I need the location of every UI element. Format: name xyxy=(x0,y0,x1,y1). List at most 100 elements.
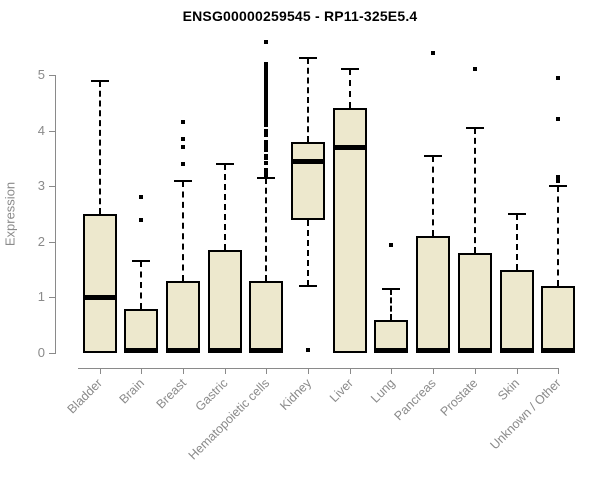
x-tick-label-kidney: Kidney xyxy=(276,376,314,413)
outlier-point xyxy=(264,173,269,178)
box xyxy=(82,214,117,353)
outlier-point xyxy=(264,75,269,80)
outlier-point xyxy=(556,117,561,122)
outlier-point xyxy=(264,133,269,138)
box xyxy=(416,236,451,353)
x-tick-label-skin: Skin xyxy=(495,376,523,404)
median-line xyxy=(207,347,242,353)
box xyxy=(541,286,576,353)
chart-title: ENSG00000259545 - RP11-325E5.4 xyxy=(182,8,418,24)
outlier-point xyxy=(180,161,185,166)
x-axis-tick xyxy=(391,368,393,374)
upper-whisker-cap xyxy=(549,185,568,188)
upper-whisker-cap xyxy=(299,57,317,60)
x-tick-label-gastric: Gastric xyxy=(192,376,231,414)
upper-whisker-line xyxy=(265,177,268,281)
outlier-point xyxy=(264,67,269,72)
x-axis-line xyxy=(78,368,560,369)
lower-whisker-cap xyxy=(299,285,317,288)
box xyxy=(165,280,200,353)
outlier-point xyxy=(264,114,269,119)
upper-whisker-line xyxy=(390,289,393,320)
y-tick-label: 1 xyxy=(37,289,45,305)
outlier-point xyxy=(264,103,269,108)
outlier-point xyxy=(264,39,269,44)
box xyxy=(291,141,325,220)
outlier-point xyxy=(556,75,561,80)
outlier-point xyxy=(264,73,269,77)
outlier-point xyxy=(264,100,269,105)
box xyxy=(124,308,159,353)
outlier-point xyxy=(472,67,477,72)
upper-whisker-cap xyxy=(215,162,234,165)
y-tick-label: 2 xyxy=(37,233,45,249)
x-tick-label-hematopoietic-cells: Hematopoietic cells xyxy=(185,376,273,463)
median-line xyxy=(291,158,325,164)
outlier-point xyxy=(264,170,269,175)
outlier-point xyxy=(264,139,269,144)
upper-whisker-line xyxy=(140,261,143,309)
outlier-point xyxy=(264,123,269,128)
upper-whisker-cap xyxy=(340,68,359,71)
outlier-point xyxy=(556,175,561,180)
y-axis-tick xyxy=(49,353,55,354)
outlier-point xyxy=(264,144,269,149)
y-axis-tick xyxy=(49,241,55,243)
upper-whisker-cap xyxy=(465,126,484,129)
median-line xyxy=(249,347,284,353)
y-axis-tick xyxy=(49,75,55,76)
outlier-point xyxy=(264,128,269,133)
lower-whisker-line xyxy=(307,219,309,287)
median-line xyxy=(457,347,492,353)
median-line xyxy=(124,347,159,353)
outlier-point xyxy=(264,87,269,92)
upper-whisker-line xyxy=(557,186,560,287)
outlier-point xyxy=(264,95,269,100)
outlier-point xyxy=(264,85,269,90)
box xyxy=(457,252,492,353)
outlier-point xyxy=(264,80,269,85)
median-line xyxy=(332,144,367,150)
outlier-point xyxy=(264,82,269,87)
x-axis-tick xyxy=(516,368,518,374)
upper-whisker-cap xyxy=(507,213,526,215)
y-axis-tick xyxy=(49,130,55,132)
outlier-point xyxy=(139,195,144,200)
outlier-point xyxy=(264,156,269,161)
outlier-point xyxy=(180,136,185,141)
x-tick-label-brain: Brain xyxy=(116,376,148,407)
box xyxy=(249,280,284,353)
outlier-point xyxy=(264,92,269,97)
y-tick-label: 4 xyxy=(37,122,45,138)
x-axis-tick xyxy=(349,368,351,374)
outlier-point xyxy=(264,78,269,82)
y-tick-label: 5 xyxy=(37,67,45,82)
outlier-point xyxy=(389,242,394,247)
outlier-point xyxy=(180,145,185,150)
outlier-point xyxy=(264,167,269,172)
outlier-point xyxy=(556,178,561,183)
x-axis-tick xyxy=(308,368,309,374)
x-tick-label-pancreas: Pancreas xyxy=(391,376,440,424)
upper-whisker-line xyxy=(307,58,309,142)
box xyxy=(207,250,242,353)
outlier-point xyxy=(264,106,269,111)
upper-whisker-cap xyxy=(132,260,151,263)
upper-whisker-cap xyxy=(90,79,109,82)
outlier-point xyxy=(264,118,269,123)
outlier-point xyxy=(180,120,185,125)
median-line xyxy=(416,347,451,353)
upper-whisker-cap xyxy=(424,154,443,157)
outlier-point xyxy=(264,89,269,94)
x-axis-tick xyxy=(99,368,101,374)
x-tick-label-breast: Breast xyxy=(153,376,189,412)
x-axis-tick xyxy=(224,368,226,374)
x-axis-tick xyxy=(558,368,560,374)
outlier-point xyxy=(264,153,269,158)
x-tick-label-prostate: Prostate xyxy=(437,376,481,419)
box xyxy=(499,269,534,353)
upper-whisker-line xyxy=(181,180,184,281)
x-tick-label-liver: Liver xyxy=(326,376,356,406)
median-line xyxy=(165,347,200,353)
